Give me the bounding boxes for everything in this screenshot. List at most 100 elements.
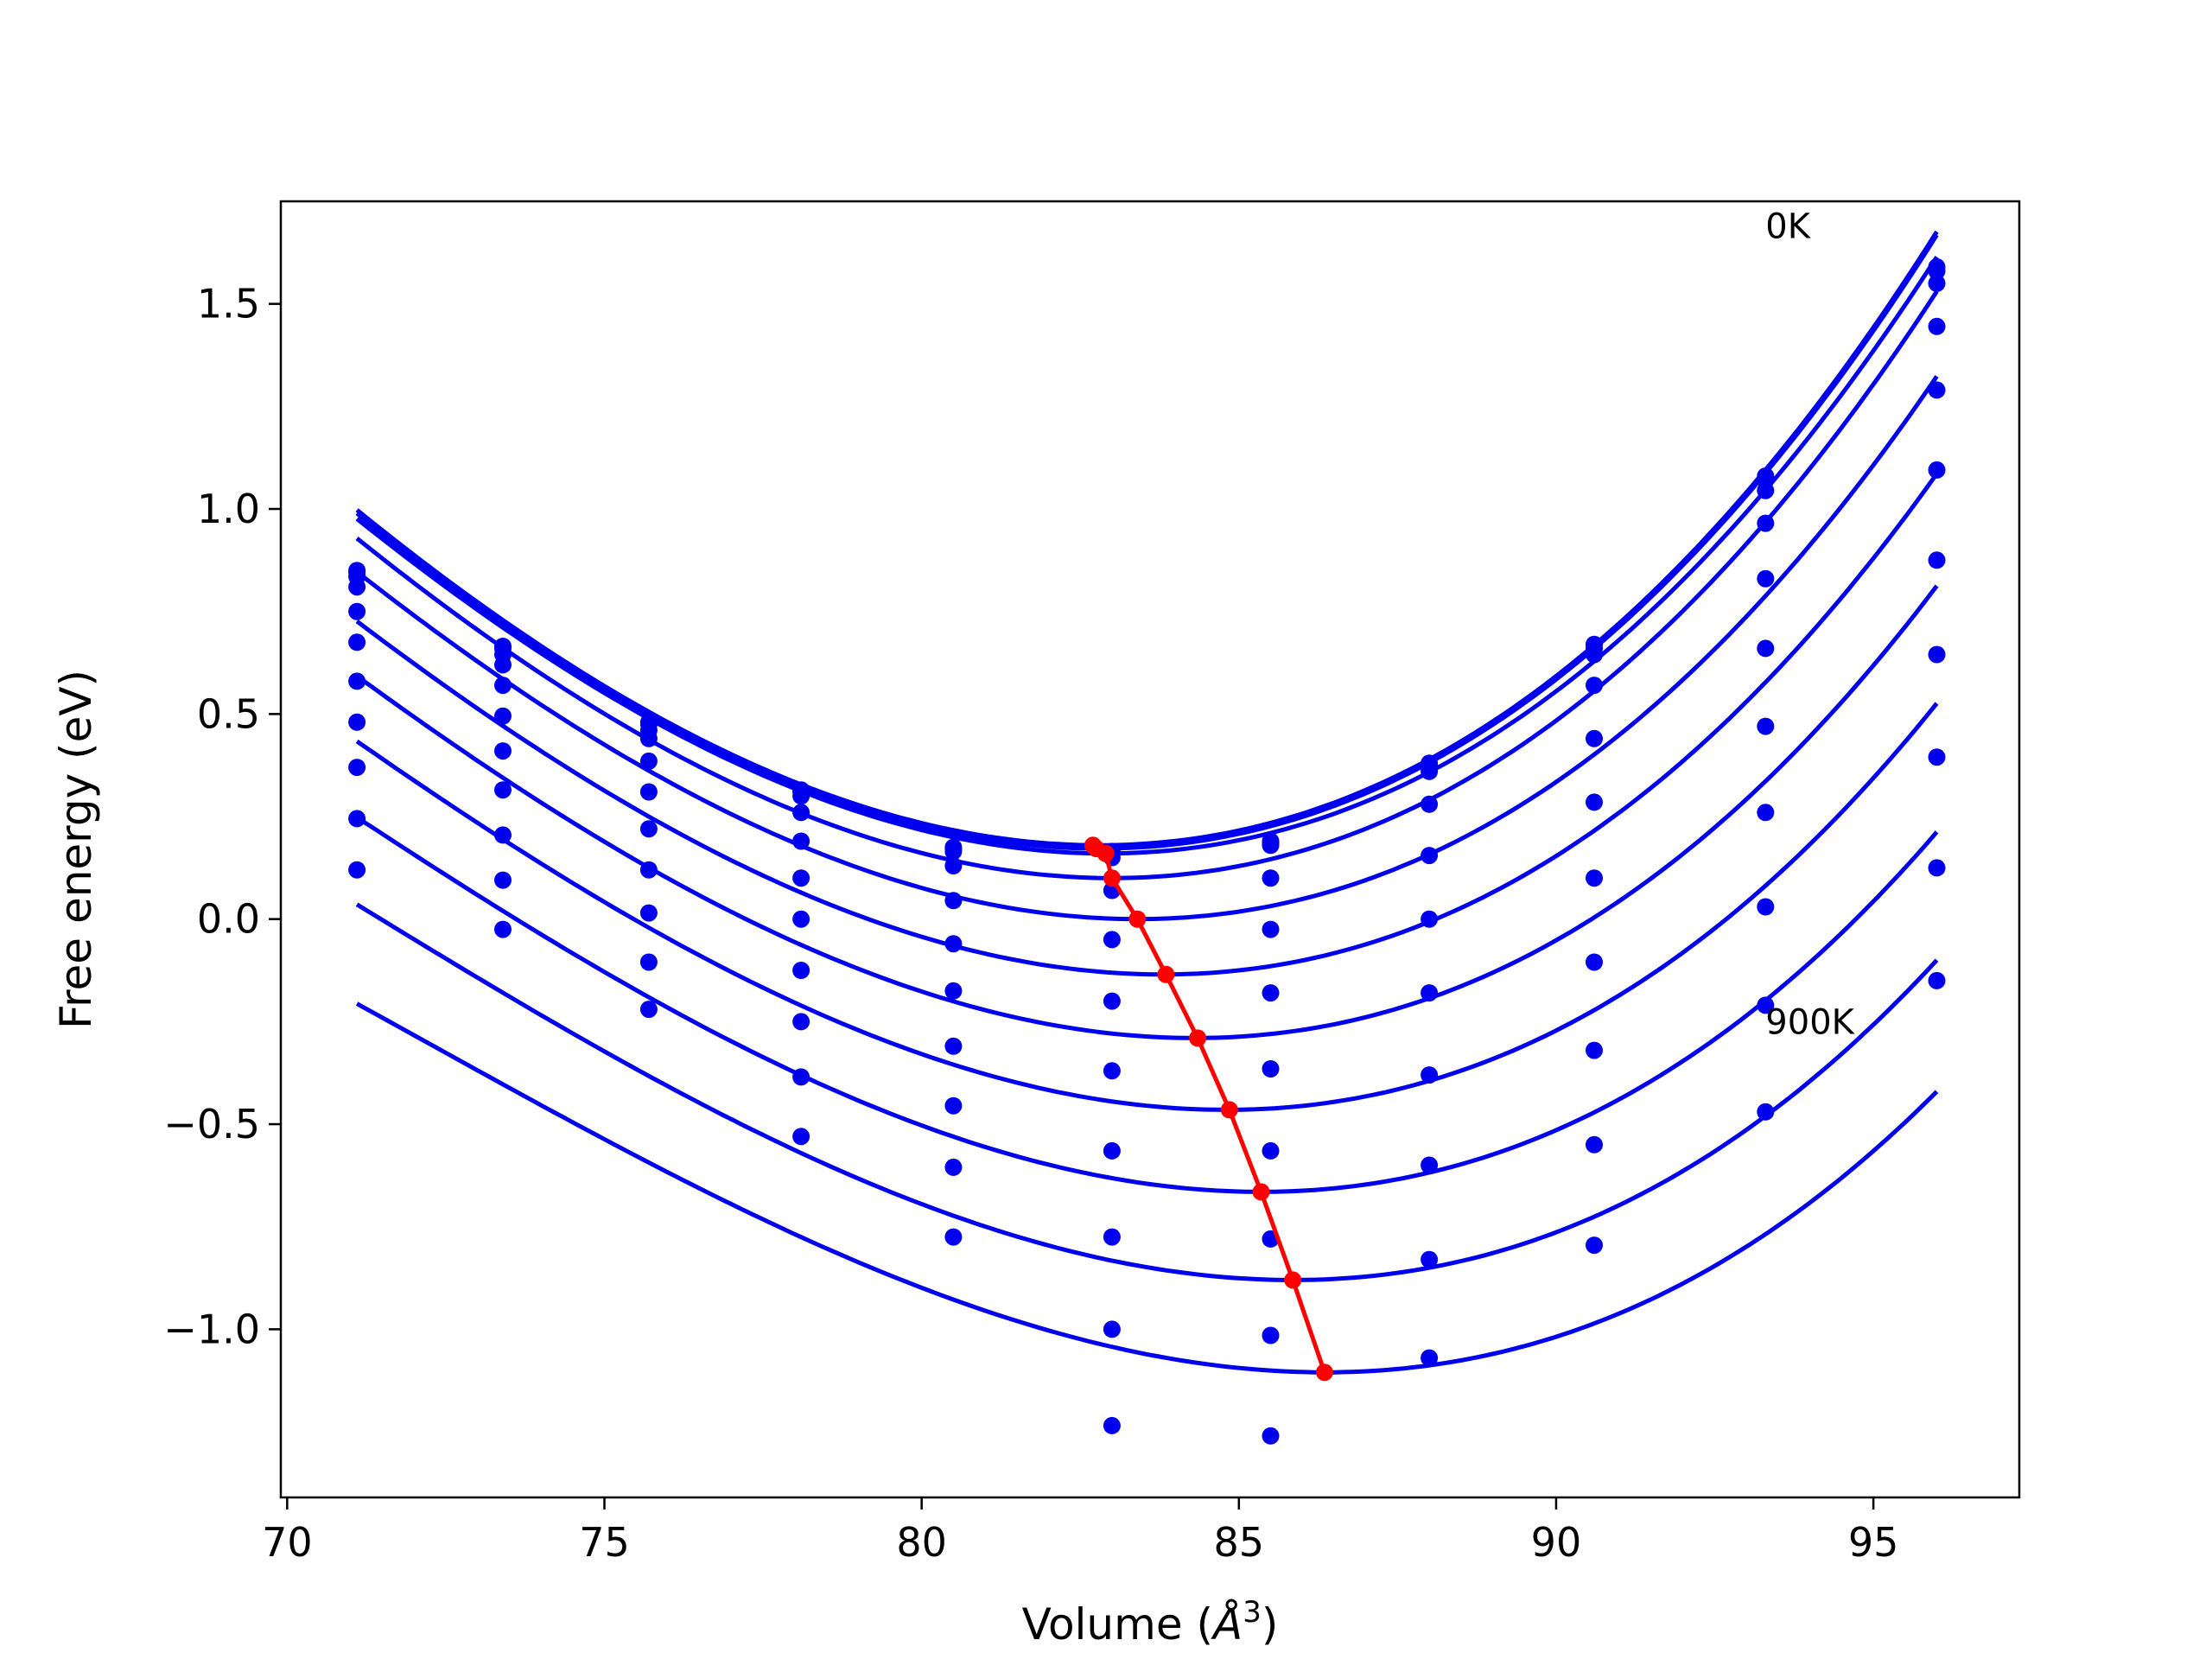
data-point-7-4 — [944, 1037, 963, 1055]
data-point-5-5 — [1103, 992, 1121, 1010]
minimum-point-3 — [1103, 869, 1121, 887]
data-point-8-9 — [1757, 898, 1775, 916]
x-tick-label-90: 90 — [1531, 1519, 1582, 1566]
annotations: 0K 900K — [1765, 207, 1855, 1043]
data-point-7-2 — [639, 861, 658, 879]
data-point-8-10 — [1928, 748, 1946, 766]
fit-curve-6 — [355, 584, 1939, 1040]
data-point-6-1 — [494, 742, 512, 760]
data-point-4-9 — [1757, 569, 1775, 588]
fit-curve-7 — [355, 702, 1939, 1112]
data-point-2-6 — [1262, 836, 1280, 855]
data-point-10-4 — [944, 1228, 963, 1246]
fit-curve-4 — [355, 375, 1939, 922]
data-point-7-8 — [1586, 953, 1603, 971]
data-point-10-3 — [792, 1128, 810, 1146]
minimum-point-10 — [1315, 1363, 1333, 1382]
minimum-point-4 — [1128, 910, 1147, 928]
data-point-5-1 — [494, 707, 512, 725]
x-axis-ticks: 70 75 80 85 90 95 — [262, 1497, 1898, 1566]
data-point-7-5 — [1103, 1141, 1121, 1160]
data-point-2-7 — [1421, 762, 1439, 780]
data-point-7-0 — [348, 713, 366, 731]
minimum-point-7 — [1220, 1101, 1238, 1119]
data-point-10-1 — [494, 920, 512, 938]
data-point-5-0 — [348, 633, 366, 652]
data-point-3-2 — [639, 729, 658, 747]
data-point-6-0 — [348, 672, 366, 690]
data-point-2-8 — [1586, 645, 1603, 664]
data-point-4-1 — [494, 677, 512, 695]
data-point-8-1 — [494, 826, 512, 844]
data-point-6-9 — [1757, 717, 1775, 735]
fit-curve-1 — [355, 233, 1939, 851]
data-point-7-6 — [1262, 1141, 1280, 1160]
data-point-4-6 — [1262, 920, 1280, 938]
fit-curve-10 — [355, 1001, 1939, 1375]
minimum-point-9 — [1284, 1271, 1302, 1289]
fit-curve-9 — [355, 902, 1939, 1282]
data-point-9-2 — [639, 953, 658, 971]
data-point-2-9 — [1757, 481, 1775, 499]
data-point-9-5 — [1103, 1320, 1121, 1338]
data-point-5-10 — [1928, 461, 1946, 479]
data-point-6-5 — [1103, 1062, 1121, 1080]
data-point-9-6 — [1262, 1326, 1280, 1344]
annotation-1: 900K — [1765, 1003, 1855, 1043]
y-tick-label-1: −0.5 — [163, 1101, 260, 1147]
fit-curve-0 — [355, 230, 1939, 848]
fit-curve-5 — [355, 472, 1939, 977]
minimum-point-8 — [1252, 1183, 1270, 1201]
plot-frame — [279, 200, 2021, 1499]
data-point-4-0 — [348, 602, 366, 620]
data-point-5-8 — [1586, 793, 1603, 811]
x-tick-label-80: 80 — [896, 1519, 947, 1566]
data-point-4-8 — [1586, 729, 1603, 747]
y-axis-label: Free energy (eV) — [51, 670, 101, 1029]
data-point-3-6 — [1262, 869, 1280, 887]
data-point-8-2 — [639, 904, 658, 922]
data-point-5-2 — [639, 783, 658, 801]
data-point-9-4 — [944, 1158, 963, 1176]
data-point-6-10 — [1928, 551, 1946, 569]
data-point-9-9 — [1757, 996, 1775, 1014]
data-point-3-9 — [1757, 514, 1775, 532]
data-point-9-1 — [494, 871, 512, 889]
data-point-7-3 — [792, 962, 810, 979]
y-tick-label-0: −1.0 — [163, 1306, 260, 1352]
data-point-3-8 — [1586, 677, 1603, 695]
data-point-8-8 — [1586, 1041, 1603, 1059]
data-point-10-6 — [1262, 1427, 1280, 1445]
data-point-4-2 — [639, 752, 658, 770]
data-point-10-5 — [1103, 1416, 1121, 1434]
x-tick-label-85: 85 — [1214, 1519, 1265, 1566]
data-point-5-6 — [1262, 984, 1280, 1002]
data-point-3-0 — [348, 578, 366, 596]
data-point-10-8 — [1586, 1236, 1603, 1255]
y-tick-label-2: 0.0 — [197, 896, 260, 943]
data-point-9-8 — [1586, 1135, 1603, 1154]
data-point-7-1 — [494, 781, 512, 799]
data-point-5-9 — [1757, 639, 1775, 658]
data-point-4-3 — [792, 832, 810, 850]
fit-curves — [355, 230, 1939, 1375]
data-point-2-10 — [1928, 274, 1946, 292]
x-tick-label-70: 70 — [262, 1519, 313, 1566]
data-point-8-5 — [1103, 1228, 1121, 1246]
data-point-8-7 — [1421, 1156, 1439, 1174]
data-point-8-4 — [944, 1096, 963, 1115]
data-point-3-4 — [944, 857, 963, 874]
data-points — [348, 257, 1946, 1445]
x-tick-label-75: 75 — [579, 1519, 630, 1566]
minimum-point-2 — [1096, 844, 1115, 862]
data-point-7-10 — [1928, 645, 1946, 664]
data-point-10-7 — [1421, 1349, 1439, 1367]
data-point-4-4 — [944, 892, 963, 910]
data-point-9-10 — [1928, 859, 1946, 877]
data-point-6-7 — [1421, 984, 1439, 1002]
data-point-10-9 — [1757, 1103, 1775, 1121]
minimum-point-5 — [1157, 965, 1175, 983]
y-tick-label-5: 1.5 — [197, 281, 260, 327]
data-point-10-2 — [639, 1001, 658, 1019]
